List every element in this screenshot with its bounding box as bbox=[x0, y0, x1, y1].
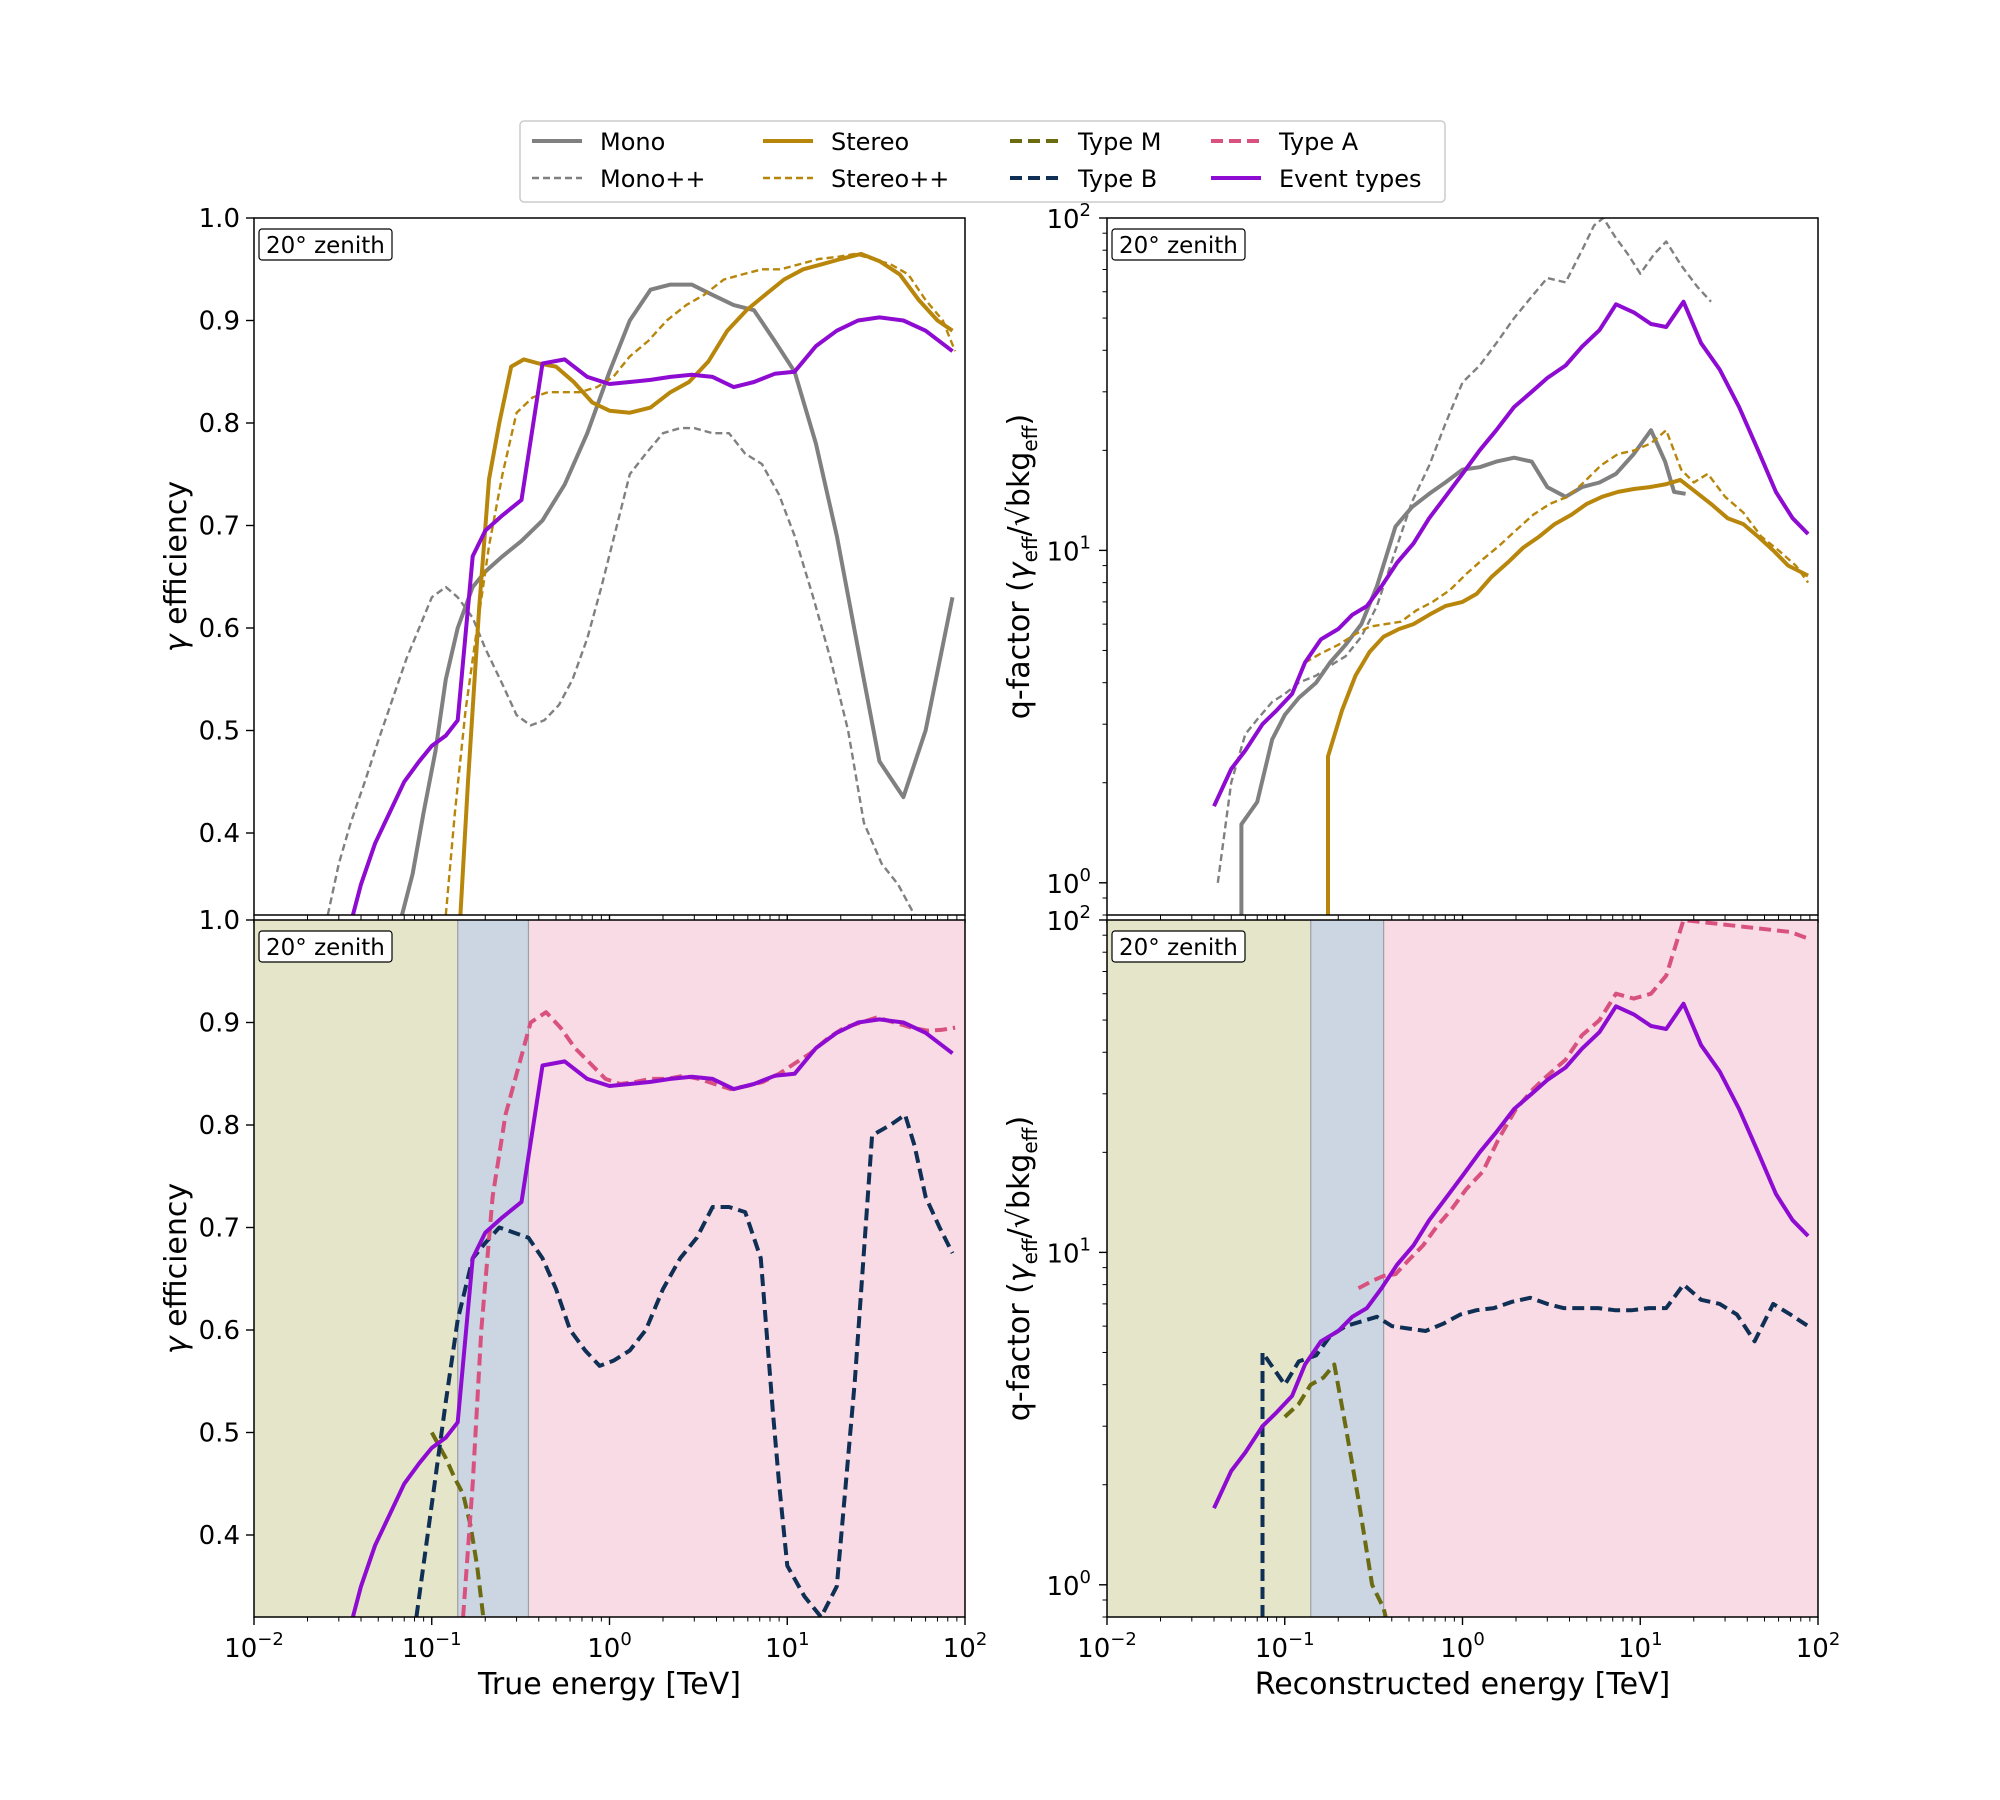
legend-entry-event-types: Event types bbox=[1211, 165, 1422, 193]
event-type-band-0 bbox=[254, 920, 458, 1617]
annotation-box bbox=[1111, 228, 1246, 261]
x-tick-label: 100 bbox=[1440, 1629, 1485, 1664]
event-type-band-2 bbox=[528, 920, 965, 1617]
legend-entry-stereo: Stereo bbox=[763, 128, 909, 156]
y-tick-label: 0.6 bbox=[199, 614, 240, 644]
y-axis-label: q-factor (γeff/√bkgeff) bbox=[1002, 1116, 1042, 1421]
annotation-text: 20° zenith bbox=[266, 935, 385, 961]
event-type-band-2 bbox=[1383, 920, 1818, 1617]
legend: Mono Mono++ Stereo Stereo++ Type M Type … bbox=[519, 120, 1446, 203]
series-event-types bbox=[1212, 1001, 1810, 1510]
y-tick-label: 1.0 bbox=[199, 906, 240, 936]
x-axis-label: Reconstructed energy [TeV] bbox=[1255, 1667, 1671, 1702]
legend-label: Event types bbox=[1279, 165, 1422, 193]
series-stereo-plus bbox=[444, 252, 957, 915]
y-axis-label: q-factor (γeff/√bkgeff) bbox=[1002, 414, 1042, 719]
zenith-annotation: 20° zenith bbox=[1111, 228, 1246, 261]
y-tick-label: 0.7 bbox=[199, 512, 240, 542]
series-group bbox=[1212, 218, 1810, 915]
y-tick-label: 0.4 bbox=[199, 1521, 240, 1551]
legend-entry-type-b: Type B bbox=[1010, 165, 1157, 193]
legend-label: Mono bbox=[600, 128, 665, 156]
legend-label: Type B bbox=[1077, 165, 1157, 193]
legend-label: Mono++ bbox=[600, 165, 706, 193]
series-stereo bbox=[1326, 477, 1809, 915]
y-tick-label: 0.6 bbox=[199, 1316, 240, 1346]
y-tick-label: 0.4 bbox=[199, 819, 240, 849]
annotation-text: 20° zenith bbox=[266, 233, 385, 259]
zenith-annotation: 20° zenith bbox=[258, 930, 393, 963]
panel-bottom-left-efficiency: 10−2 10−1 100 101 1020.40.50.60.70.80.91.020… bbox=[159, 906, 987, 1702]
legend-label: Stereo bbox=[831, 128, 909, 156]
legend-label: Type M bbox=[1077, 128, 1161, 156]
series-event-types bbox=[1212, 299, 1810, 808]
y-tick-label: 0.8 bbox=[199, 1111, 240, 1141]
series-group bbox=[350, 1010, 956, 1617]
series-mono-plus bbox=[1216, 218, 1712, 883]
plot-area bbox=[1107, 218, 1818, 915]
legend-label: Stereo++ bbox=[831, 165, 949, 193]
annotation-text: 20° zenith bbox=[1119, 935, 1238, 961]
series-type-b bbox=[414, 1112, 955, 1617]
legend-entry-stereo-plus: Stereo++ bbox=[763, 165, 949, 193]
y-tick-label: 0.9 bbox=[199, 1009, 240, 1039]
zenith-annotation: 20° zenith bbox=[1111, 930, 1246, 963]
annotation-box bbox=[258, 228, 393, 261]
series-type-m bbox=[1283, 1362, 1388, 1617]
y-tick-label: 0.5 bbox=[199, 1419, 240, 1449]
x-tick-label: 10−1 bbox=[1255, 1629, 1315, 1664]
series-event-types bbox=[350, 315, 954, 915]
zenith-annotation: 20° zenith bbox=[258, 228, 393, 261]
annotation-text: 20° zenith bbox=[1119, 233, 1238, 259]
y-axis-label: γ efficiency bbox=[159, 481, 194, 652]
legend-entry-mono: Mono bbox=[532, 128, 665, 156]
series-group bbox=[326, 251, 957, 915]
y-axis-label: γ efficiency bbox=[159, 1183, 194, 1354]
panel-top-left-efficiency: 0.4 0.5 0.6 0.7 0.8 0.9 1.0 20° zenith γ efficie… bbox=[159, 204, 966, 923]
annotation-box bbox=[1111, 930, 1246, 963]
series-mono bbox=[400, 282, 955, 915]
legend-entry-mono-plus: Mono++ bbox=[532, 165, 706, 193]
legend-entry-type-m: Type M bbox=[1010, 128, 1161, 156]
y-tick-label: 0.7 bbox=[199, 1214, 240, 1244]
series-mono-plus bbox=[326, 426, 916, 915]
series-stereo-plus bbox=[1304, 429, 1810, 664]
y-tick-label: 0.9 bbox=[199, 307, 240, 337]
legend-label: Type A bbox=[1278, 128, 1359, 156]
series-event-types bbox=[350, 1017, 954, 1617]
series-group bbox=[1212, 920, 1810, 1617]
event-type-band-1 bbox=[1310, 920, 1384, 1617]
x-axis-label: True energy [TeV] bbox=[477, 1667, 741, 1702]
y-tick-label: 0.8 bbox=[199, 409, 240, 439]
y-tick-label: 0.5 bbox=[199, 717, 240, 747]
annotation-box bbox=[258, 930, 393, 963]
y-tick-label: 1.0 bbox=[199, 204, 240, 234]
event-type-band-0 bbox=[1107, 920, 1311, 1617]
x-tick-label: 10−2 bbox=[224, 1629, 284, 1664]
series-mono bbox=[1239, 428, 1686, 915]
plot-area bbox=[254, 218, 965, 915]
series-type-m bbox=[430, 1431, 486, 1617]
legend-entry-type-a: Type A bbox=[1211, 128, 1359, 156]
series-stereo bbox=[458, 251, 954, 915]
